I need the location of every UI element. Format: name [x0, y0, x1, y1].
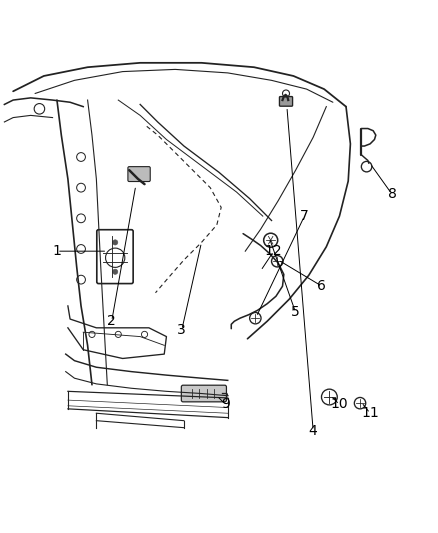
FancyBboxPatch shape [97, 230, 133, 284]
Text: 11: 11 [361, 406, 379, 420]
Text: 3: 3 [177, 323, 186, 337]
FancyBboxPatch shape [181, 385, 226, 402]
Circle shape [113, 269, 118, 274]
Text: 2: 2 [107, 314, 116, 328]
Text: 7: 7 [300, 209, 309, 223]
FancyBboxPatch shape [279, 96, 293, 106]
Text: 6: 6 [318, 279, 326, 293]
Circle shape [113, 240, 118, 245]
Text: 10: 10 [331, 398, 348, 411]
Text: 5: 5 [291, 305, 300, 319]
Text: 9: 9 [221, 398, 230, 411]
Text: 8: 8 [388, 187, 396, 201]
Text: 4: 4 [309, 424, 318, 438]
Text: 1: 1 [53, 244, 61, 258]
FancyBboxPatch shape [128, 167, 150, 182]
Text: 12: 12 [265, 244, 283, 258]
